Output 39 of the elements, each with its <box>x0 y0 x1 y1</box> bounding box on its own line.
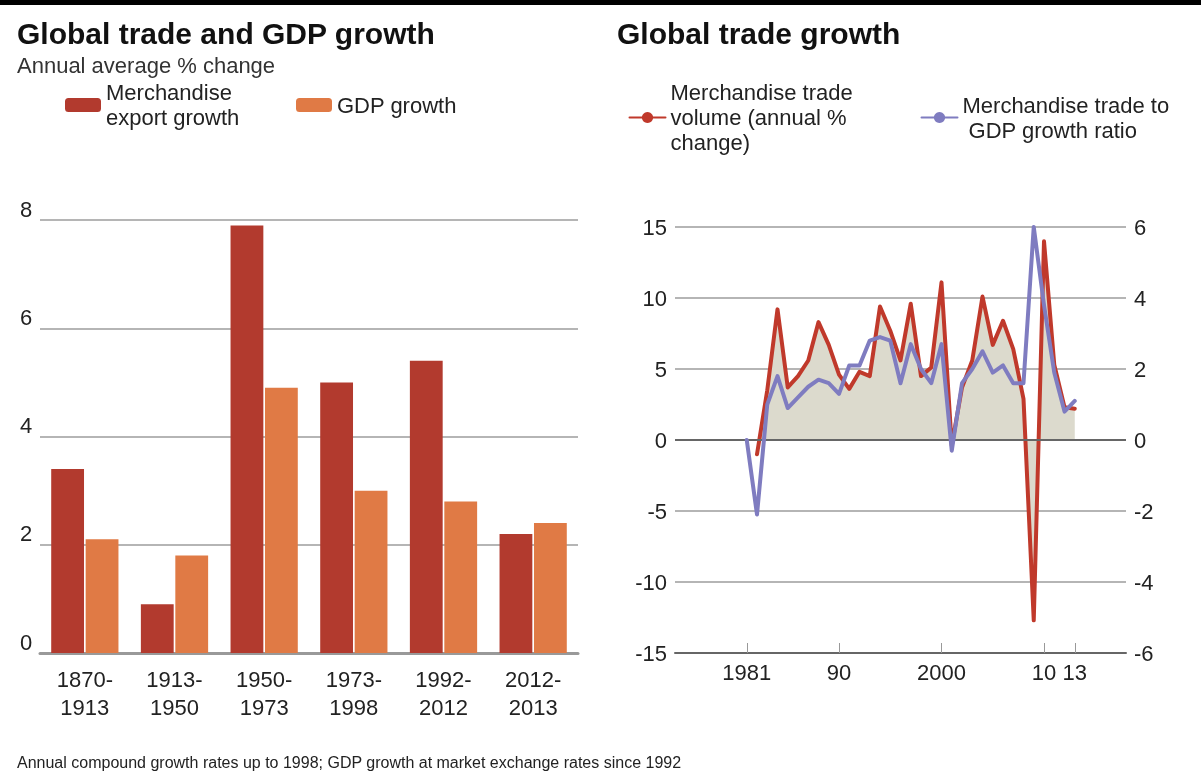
legend-label: Merchandise export growth <box>106 80 240 130</box>
chart-subtitle: Annual average % change <box>17 52 276 78</box>
y-tick-label: 4 <box>20 413 33 438</box>
y2-tick-label: -6 <box>1134 640 1154 666</box>
y2-tick-label: 2 <box>1134 356 1147 382</box>
y-tick-label: -10 <box>635 569 667 595</box>
y-tick-label: -15 <box>635 640 667 666</box>
y2-tick-label: 4 <box>1134 285 1147 311</box>
y-tick-label: 6 <box>20 304 33 330</box>
y-tick-label: -5 <box>647 498 667 524</box>
x-tick-label: 1950-1973 <box>236 666 293 720</box>
y-tick-label: 15 <box>642 214 667 240</box>
x-tick-label: 13 <box>1062 659 1087 685</box>
chart-title: Global trade growth <box>617 16 901 50</box>
x-tick-label: 1981 <box>722 659 772 685</box>
y-tick-label: 8 <box>20 196 33 222</box>
y2-tick-label: 0 <box>1134 427 1147 453</box>
y2-tick-label: 6 <box>1134 214 1147 240</box>
x-tick-label: 2000 <box>917 659 966 685</box>
x-tick-label: 1992-2012 <box>415 666 472 720</box>
legend-label: Merchandise trade volume (annual % change) <box>670 80 859 155</box>
x-tick-label: 1973-1998 <box>325 666 382 720</box>
y-tick-label: 5 <box>654 356 667 382</box>
line-series <box>744 225 1077 517</box>
x-tick-label: 1913-1950 <box>146 666 203 720</box>
legend-label: GDP growth <box>337 92 457 118</box>
y2-tick-label: -4 <box>1134 569 1154 595</box>
y-tick-label: 10 <box>642 285 667 311</box>
y-tick-label: 0 <box>654 427 667 453</box>
y2-tick-label: -2 <box>1134 498 1154 524</box>
legend-label: Merchandise trade to GDP growth ratio <box>962 92 1170 143</box>
x-tick-label: 2012-2013 <box>505 666 562 720</box>
x-tick-label: 1870-1913 <box>56 666 113 720</box>
x-tick-label: 90 <box>826 659 852 685</box>
y-tick-label: 0 <box>20 629 33 655</box>
x-tick-label: 10 <box>1031 659 1057 685</box>
text: Annual compound growth rates up to 1998; GDP growth at market exchange rates since 1992 <box>17 753 682 771</box>
y-tick-label: 2 <box>20 521 33 547</box>
chart-title: Global trade and GDP growth <box>17 16 435 50</box>
